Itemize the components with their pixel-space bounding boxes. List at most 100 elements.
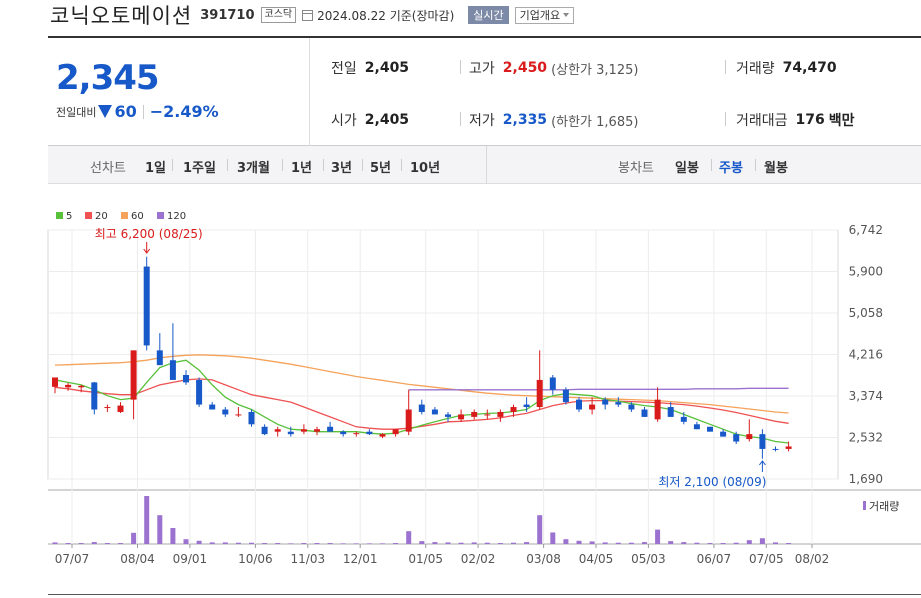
candle-body (536, 379, 543, 408)
period-bar: 선차트 1일 1주일 3개월 1년 3년 5년 10년 봉차트 일봉 주봉 월봉 (48, 146, 921, 184)
candle-body (628, 404, 635, 410)
candle-daily[interactable]: 일봉 (675, 161, 699, 176)
quote-box: 2,345 전일대비 60 −2.49% 전일 2,405 고가 2,450 (… (48, 36, 921, 146)
volume-legend-label: 거래량 (869, 500, 899, 513)
volume-bar (235, 542, 241, 544)
legend-label: 120 (167, 211, 186, 222)
candle-body (366, 431, 373, 435)
candle-body (431, 409, 438, 415)
volume-bar (497, 543, 503, 544)
candle-body (654, 399, 661, 420)
divider (725, 112, 726, 126)
open-value: 2,405 (364, 112, 410, 128)
volume-bar (196, 540, 202, 544)
current-price: 2,345 (56, 58, 160, 98)
volume-bar (222, 542, 228, 544)
candle-body (497, 411, 504, 417)
candle-body (392, 429, 399, 435)
y-tick-label: 5,058 (849, 306, 883, 320)
candle-body (680, 416, 687, 422)
period-3m[interactable]: 3개월 (237, 161, 270, 176)
x-tick-label: 06/07 (697, 552, 732, 566)
volume-bar (511, 542, 516, 544)
volume-bar (668, 541, 674, 544)
volume-bar (537, 515, 543, 544)
candle-body (196, 379, 203, 405)
volume-bar (655, 529, 661, 544)
volume-bar (340, 543, 346, 544)
divider (460, 60, 461, 74)
divider (172, 159, 173, 171)
candle-body (300, 429, 307, 432)
y-tick-label: 3,374 (849, 389, 883, 403)
candle-body (418, 404, 425, 412)
low-value: 2,335 (502, 112, 548, 128)
candle-body (445, 414, 451, 417)
volume-bar (366, 543, 372, 544)
candle-body (523, 404, 530, 408)
candle-body (156, 350, 163, 366)
volume-bar (288, 543, 294, 544)
candle-body (287, 431, 294, 435)
x-tick-label: 07/05 (749, 552, 784, 566)
volume-bar (249, 542, 254, 544)
volume-bar (118, 543, 123, 544)
period-1d[interactable]: 1일 (145, 161, 167, 176)
divider (142, 104, 144, 119)
candle-body (549, 377, 556, 390)
legend-swatch (157, 212, 164, 219)
volume-bar (131, 532, 137, 544)
divider (48, 594, 921, 595)
legend-label: 20 (95, 211, 108, 222)
min-arrow-head (759, 460, 766, 466)
volume-bar (170, 528, 176, 544)
change-label: 전일대비 (56, 105, 97, 119)
x-tick-label: 09/01 (173, 552, 208, 566)
volume-bar (393, 543, 399, 544)
period-1y[interactable]: 1년 (291, 161, 313, 176)
divider (362, 159, 363, 171)
legend-swatch (85, 212, 92, 219)
candle-weekly[interactable]: 주봉 (719, 161, 743, 176)
candle-body (274, 429, 281, 432)
candle-body (484, 414, 491, 416)
volume-bar (694, 542, 700, 544)
volume-bar (91, 542, 97, 544)
amount-unit: 백만 (828, 113, 855, 129)
volume-bar (707, 543, 713, 544)
candle-body (130, 350, 137, 400)
period-1w[interactable]: 1주일 (183, 161, 216, 176)
volume-cell: 거래량 74,470 (736, 60, 837, 77)
ma20-line (54, 378, 789, 430)
volume-bar (78, 543, 84, 544)
candle-body (562, 389, 569, 403)
volume-bar (458, 542, 464, 544)
period-3y[interactable]: 3년 (331, 161, 353, 176)
volume-bar (209, 542, 215, 544)
realtime-button[interactable]: 실시간 (468, 6, 509, 24)
candle-body (143, 266, 150, 346)
candle-body (602, 399, 609, 405)
company-overview-button[interactable]: 기업개요 (514, 6, 575, 24)
x-tick-label: 10/06 (238, 552, 273, 566)
period-5y[interactable]: 5년 (370, 161, 392, 176)
candle-body (117, 405, 124, 412)
volume-bar (104, 543, 110, 544)
candle-body (471, 411, 478, 417)
prev-close-cell: 전일 2,405 (331, 60, 410, 77)
candle-body (340, 431, 347, 435)
volume-bar (615, 542, 621, 544)
volume-bar (419, 541, 425, 544)
volume-bar (524, 542, 530, 544)
quote-date: 2024.08.22 기준(장마감) (317, 8, 455, 23)
volume-bar (746, 540, 752, 544)
x-tick-label: 03/08 (526, 552, 561, 566)
period-10y[interactable]: 10년 (410, 161, 441, 176)
candle-chart-label: 봉차트 (618, 161, 654, 176)
x-tick-label: 08/02 (795, 552, 830, 566)
divider (323, 159, 324, 171)
divider (227, 159, 228, 171)
candle-monthly[interactable]: 월봉 (764, 161, 788, 176)
volume-value: 74,470 (782, 60, 837, 76)
candle-body (327, 426, 334, 432)
